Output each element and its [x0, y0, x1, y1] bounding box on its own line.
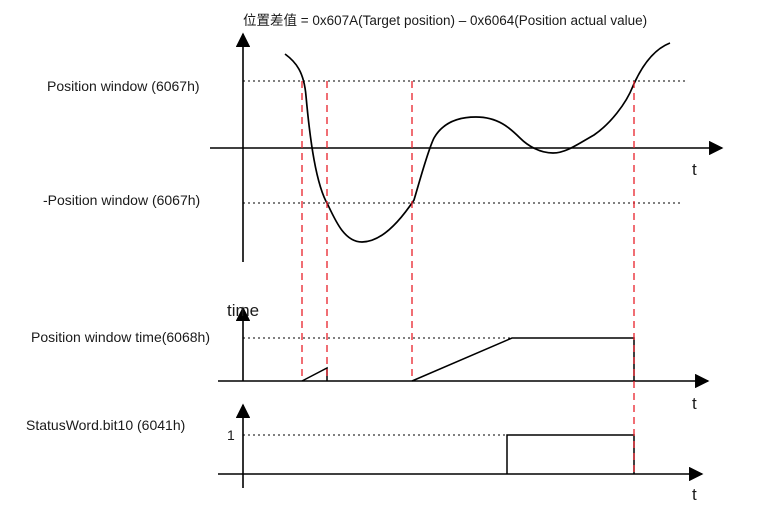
lower-window-label: -Position window (6067h): [43, 192, 200, 208]
status-high-level-label: 1: [227, 427, 235, 443]
middle-x-axis-label: t: [692, 394, 697, 413]
status-word-label: StatusWord.bit10 (6041h): [26, 417, 185, 433]
window-time-plot: time t Position window time(6068h): [31, 301, 710, 413]
window-time-label: Position window time(6068h): [31, 329, 210, 345]
position-difference-plot: t Position window (6067h) -Position wind…: [43, 32, 724, 262]
upper-window-label: Position window (6067h): [47, 78, 200, 94]
top-x-axis-label: t: [692, 160, 697, 179]
middle-y-axis-label: time: [227, 301, 259, 320]
position-difference-curve: [284, 42, 671, 243]
crossing-markers: [301, 81, 635, 474]
bottom-x-axis-label: t: [692, 485, 697, 504]
diagram-title: 位置差值 = 0x607A(Target position) – 0x6064(…: [243, 13, 647, 28]
window-timer-ramp-long: [411, 337, 635, 382]
window-timer-ramp-short: [301, 366, 328, 382]
status-word-plot: t StatusWord.bit10 (6041h) 1: [26, 403, 704, 504]
status-bit-pulse: [506, 434, 635, 474]
